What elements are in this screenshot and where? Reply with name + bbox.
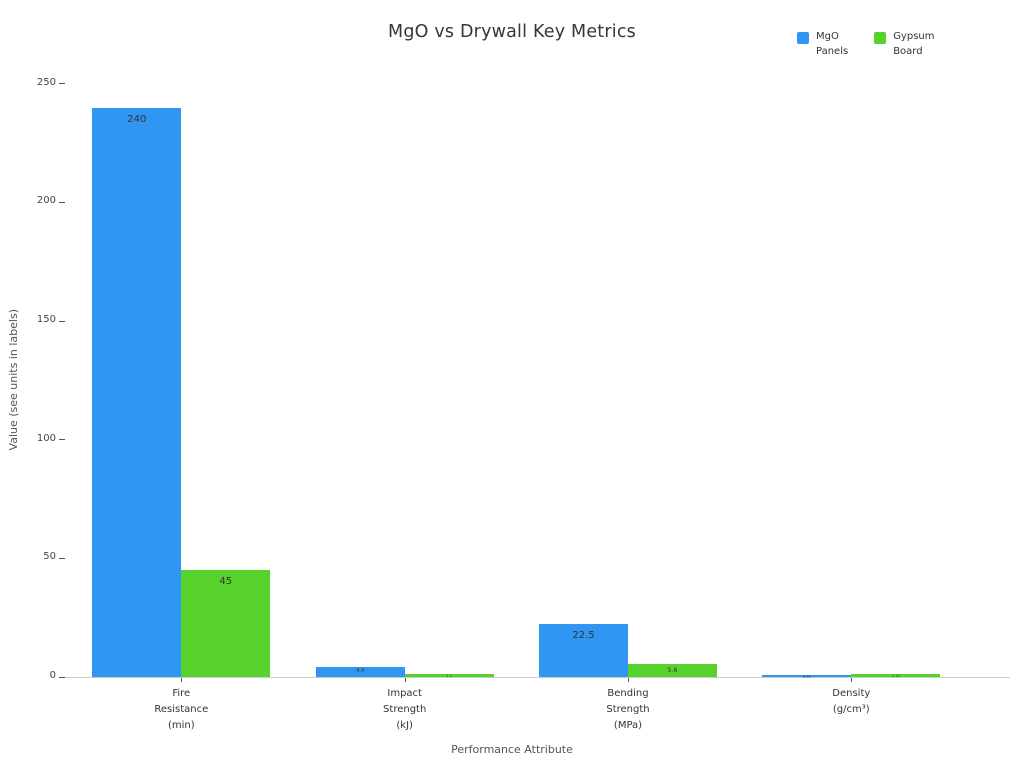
category-label-line: Resistance xyxy=(154,704,209,715)
y-axis-tick-label: 100 xyxy=(36,432,56,444)
category-label-line: Density xyxy=(832,688,871,699)
legend-item-gypsum-board: Gypsum Board xyxy=(874,30,935,59)
y-axis-tick xyxy=(59,439,65,441)
legend-label-line: MgO xyxy=(816,31,839,42)
x-axis-line xyxy=(64,677,1010,678)
y-axis-tick-label: 250 xyxy=(36,76,56,88)
category-label-line: (min) xyxy=(167,720,195,731)
legend-swatch-gypsum-board xyxy=(874,32,887,44)
category-label-bending: Bending Strength (MPa) xyxy=(568,686,688,734)
bar-gypsum-board-fire xyxy=(181,570,271,677)
legend-label-line: Gypsum xyxy=(893,31,935,42)
x-axis-tick-bending xyxy=(628,678,629,682)
y-axis-tick-label: 150 xyxy=(36,314,56,326)
bar-mgo-panels-bending xyxy=(539,623,628,677)
legend-label-mgo-panels: MgO Panels xyxy=(816,30,848,59)
bar-value-label-gypsum-board-density: 1.15 xyxy=(891,674,900,679)
y-axis-label-container: Value (see units in labels) xyxy=(2,0,24,760)
bar-value-label-gypsum-board-fire: 45 xyxy=(219,576,233,588)
bar-value-label-mgo-panels-fire: 240 xyxy=(127,113,147,125)
y-axis-tick xyxy=(59,83,65,85)
legend-label-line: Board xyxy=(893,45,923,57)
bar-gypsum-board-impact xyxy=(404,674,494,677)
category-label-line: Bending xyxy=(607,688,649,699)
bar-mgo-panels-fire xyxy=(92,107,182,677)
bar-mgo-panels-density xyxy=(762,674,852,677)
category-label-fire: Fire Resistance (min) xyxy=(121,686,241,734)
category-label-line: (MPa) xyxy=(613,720,643,731)
x-axis-tick-fire xyxy=(181,678,183,682)
y-axis-tick-label: 200 xyxy=(36,195,56,207)
legend-label-line: Panels xyxy=(816,45,849,57)
bar-value-label-mgo-panels-impact: 4.4 xyxy=(356,668,365,675)
category-label-line: Fire xyxy=(172,688,191,699)
bar-mgo-panels-impact xyxy=(315,666,405,677)
y-axis-tick-label: 0 xyxy=(49,670,56,681)
x-axis-label: Performance Attribute xyxy=(451,743,573,756)
legend-item-mgo-panels: MgO Panels xyxy=(797,30,848,59)
bar-value-label-gypsum-board-impact: 1.2 xyxy=(446,674,452,679)
bar-value-label-gypsum-board-bending: 5.6 xyxy=(667,666,678,675)
category-label-impact: Impact Strength (kJ) xyxy=(345,686,465,734)
legend-label-gypsum-board: Gypsum Board xyxy=(893,30,934,59)
bar-gypsum-board-bending xyxy=(628,663,717,677)
category-label-line: (g/cm³) xyxy=(832,704,870,715)
category-label-line: (kJ) xyxy=(396,720,413,731)
y-axis-label: Value (see units in labels) xyxy=(6,309,20,451)
y-axis-tick xyxy=(59,676,65,678)
category-label-line: Strength xyxy=(606,704,650,715)
bar-value-label-mgo-panels-bending: 22.5 xyxy=(572,629,595,641)
legend-swatch-mgo-panels xyxy=(797,32,809,44)
category-label-density: Density (g/cm³) xyxy=(791,686,911,718)
bar-gypsum-board-density xyxy=(851,674,941,677)
bar-value-label-mgo-panels-density: 0.95 xyxy=(802,674,811,679)
category-label-line: Impact xyxy=(387,688,422,699)
category-label-line: Strength xyxy=(383,704,427,715)
chart-legend: MgO Panels Gypsum Board xyxy=(797,30,935,59)
chart-title: MgO vs Drywall Key Metrics xyxy=(388,22,636,42)
y-axis-tick-label: 50 xyxy=(43,551,56,563)
x-axis-tick-density xyxy=(851,678,853,682)
y-axis-tick xyxy=(59,320,65,322)
y-axis-tick xyxy=(59,201,65,203)
x-axis-tick-impact xyxy=(404,678,406,682)
y-axis-tick xyxy=(59,557,65,559)
